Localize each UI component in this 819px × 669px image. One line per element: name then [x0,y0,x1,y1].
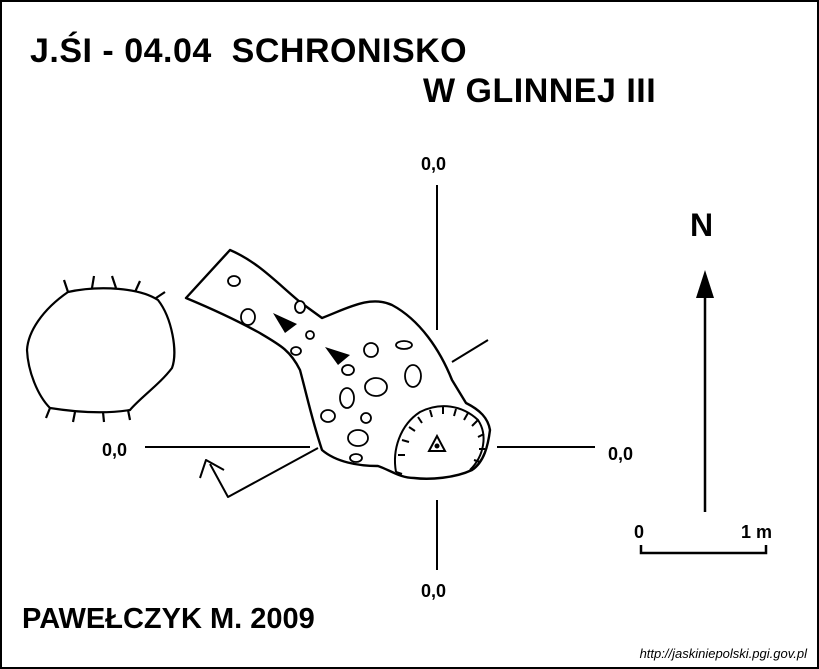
scale-label-end: 1 m [741,522,773,542]
datum-cross [145,185,595,570]
passage-arrow [199,447,319,498]
cave-title-line1: J.ŚI - 04.04 SCHRONISKO [30,32,468,70]
north-label: N [690,207,714,243]
main-cave-outline [184,248,492,480]
debris-blocks [227,275,422,463]
talus-cone [394,405,485,475]
author-credit: PAWEŁCZYK M. 2009 [22,603,315,635]
datum-label-top: 0,0 [421,154,447,174]
datum-label-right: 0,0 [608,444,634,464]
entrance-drip-line [451,339,489,363]
scale-bar [639,545,768,555]
scale-label-start: 0 [634,522,645,542]
datum-label-left: 0,0 [102,440,128,460]
north-arrow-icon [696,270,714,512]
datum-triangle [427,433,447,452]
left-chamber-outline [25,275,176,423]
source-url: http://jaskiniepolski.pgi.gov.pl [639,646,807,661]
slope-indicators [273,313,350,365]
cave-title-line2: W GLINNEJ III [423,72,657,110]
datum-label-bottom: 0,0 [421,581,447,601]
